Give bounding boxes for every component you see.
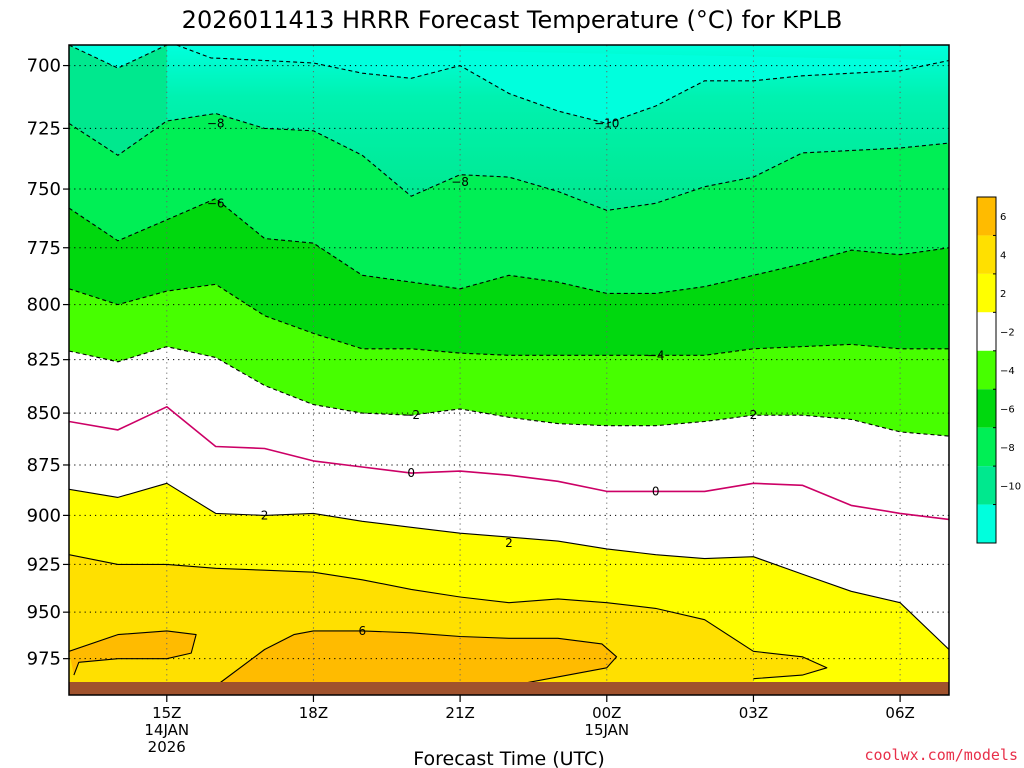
- x-axis-label: Forecast Time (UTC): [413, 748, 604, 768]
- credit-text: coolwx.com/models: [864, 746, 1018, 764]
- x-tick-label: 18Z: [299, 704, 328, 722]
- temperature-band-fill-warm: [215, 630, 617, 686]
- contour-label: 2: [261, 508, 269, 522]
- x-tick-label: 15Z: [152, 704, 181, 722]
- x-tick-label: 06Z: [885, 704, 914, 722]
- contour-line-4: [69, 554, 828, 680]
- temperature-band-fill-cold: [69, 45, 167, 69]
- colorbar-swatch: [977, 235, 996, 274]
- contour-line-0: [69, 405, 949, 521]
- colorbar-label: −4: [1000, 366, 1015, 377]
- colorbar-swatch: [977, 504, 996, 543]
- x-tick-label: 14JAN: [144, 721, 189, 739]
- contour-label: −10: [594, 116, 619, 130]
- contour-label: 0: [652, 484, 660, 498]
- colorbar-label: 6: [1000, 212, 1006, 223]
- y-tick-label: 875: [27, 455, 61, 476]
- colorbar-label: 2: [1000, 289, 1006, 300]
- colorbar-label: −8: [1000, 443, 1015, 454]
- x-tick-label: 15JAN: [584, 721, 629, 739]
- y-tick-label: 850: [27, 403, 61, 424]
- x-tick-label: 2026: [148, 738, 186, 756]
- y-tick-label: 900: [27, 505, 61, 526]
- colorbar-swatch: [977, 427, 996, 467]
- contour-line-6: [69, 630, 197, 676]
- grid-layer: [69, 45, 949, 695]
- y-tick-label: 800: [27, 295, 61, 316]
- colorbar-label: −2: [1000, 328, 1015, 339]
- temperature-band-fill-warm: [69, 630, 197, 676]
- contour-label: −4: [647, 348, 665, 362]
- colorbar-swatch: [977, 197, 996, 236]
- x-tick-label: 21Z: [445, 704, 474, 722]
- contour-labels-layer: −10 −8 −8 −6 −4 −2 2 0 0 2 2 6: [207, 116, 757, 637]
- colorbar-swatch: [977, 466, 996, 505]
- colorbar-swatch: [977, 312, 996, 351]
- contour-line-6: [215, 630, 618, 687]
- contour-label: −8: [451, 175, 469, 189]
- x-tick-label: 03Z: [739, 704, 768, 722]
- temperature-band-fill-cold: [176, 45, 949, 124]
- y-tick-label: 975: [27, 649, 61, 670]
- y-tick-label: 825: [27, 350, 61, 371]
- contour-label: 0: [407, 466, 415, 480]
- contour-label: 2: [505, 536, 513, 550]
- contour-label: 2: [750, 408, 758, 422]
- contour-label: −2: [402, 408, 420, 422]
- colorbar-label: −10: [1000, 481, 1021, 492]
- y-tick-label: 725: [27, 118, 61, 139]
- colorbar-label: −6: [1000, 404, 1015, 415]
- y-axis-ticks: 700 725 750 775 800 825 850 875 900 925 950 975: [27, 56, 69, 670]
- chart-title: 2026011413 HRRR Forecast Temperature (°C…: [182, 6, 843, 34]
- y-tick-label: 700: [27, 56, 61, 77]
- y-tick-label: 925: [27, 554, 61, 575]
- contour-label: −6: [207, 196, 225, 210]
- contour-line-minus2: [69, 346, 949, 437]
- contour-line-minus10: [176, 45, 949, 124]
- y-tick-label: 750: [27, 179, 61, 200]
- colorbar-swatch: [977, 350, 996, 390]
- colorbar: 6 4 2 −2 −4 −6 −8 −10: [976, 196, 1021, 544]
- contour-line-minus6: [69, 198, 949, 294]
- temperature-fill-layer: [69, 45, 949, 695]
- x-tick-label: 00Z: [592, 704, 621, 722]
- ground-strip: [69, 682, 949, 695]
- contour-lines-layer: [69, 45, 949, 687]
- y-tick-label: 775: [27, 238, 61, 259]
- colorbar-swatch: [977, 273, 996, 313]
- colorbar-frame: [976, 196, 997, 544]
- y-tick-label: 950: [27, 602, 61, 623]
- plot-frame: [68, 44, 950, 696]
- contour-line-2: [69, 482, 949, 650]
- colorbar-swatch: [977, 389, 996, 428]
- contour-label: 6: [359, 624, 367, 638]
- colorbar-label: 4: [1000, 251, 1006, 262]
- contour-label: −8: [207, 116, 225, 130]
